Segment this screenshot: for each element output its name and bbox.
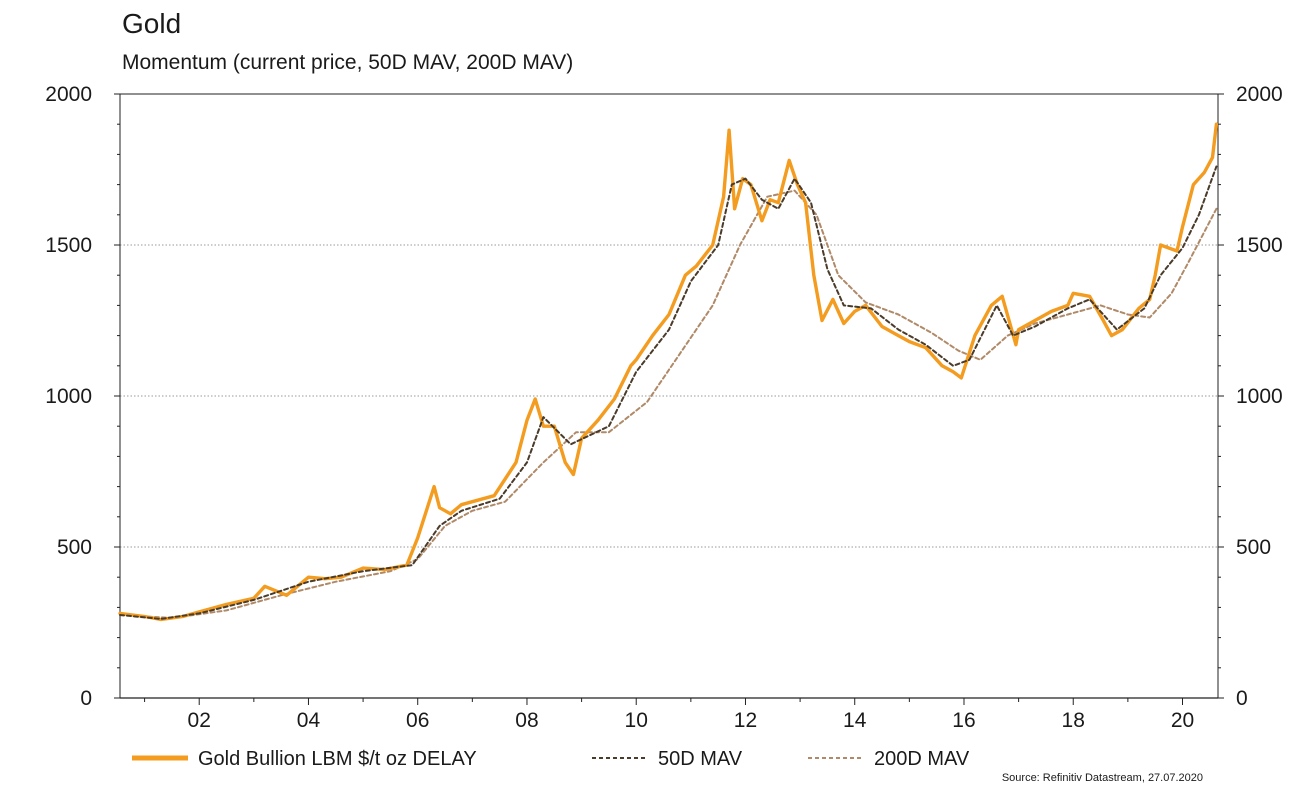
series-group [118,122,1219,622]
y-tick-label-left: 0 [80,687,92,710]
source-note: Source: Refinitiv Datastream, 27.07.2020 [1001,772,1203,784]
legend: Gold Bullion LBM $/t oz DELAY 50D MAV 200D… [132,748,970,770]
legend-label: 50D MAV [658,748,743,770]
x-tick-label: 12 [734,709,757,732]
y-tick-label-right: 1000 [1236,385,1283,408]
gridlines [120,244,1218,548]
x-tick-label: 20 [1171,709,1194,732]
y-tick-label-left: 500 [57,536,92,559]
x-tick-label: 16 [952,709,975,732]
legend-label: 200D MAV [874,748,970,770]
chart-subtitle: Momentum (current price, 50D MAV, 200D M… [122,51,574,74]
y-tick-label-left: 1500 [45,234,92,257]
y-tick-label-right: 500 [1236,536,1271,559]
series-gold-price [118,122,1219,622]
series-200d-mav [119,189,1218,619]
series-50d-mav [119,165,1218,620]
y-tick-label-right: 1500 [1236,234,1283,257]
x-tick-label: 08 [515,709,538,732]
x-tick-label: 14 [843,709,867,732]
x-tick-label: 10 [625,709,648,732]
y-tick-label-right: 0 [1236,687,1248,710]
x-tick-label: 06 [406,709,429,732]
x-tick-label: 02 [188,709,211,732]
x-tick-label: 18 [1062,709,1085,732]
chart-title: Gold [122,8,182,39]
axes: 0 0 500 500 1000 1000 1500 1500 2000 2000 02 04 06 08… [45,83,1282,732]
x-tick-label: 04 [297,709,321,732]
y-tick-label-left: 2000 [45,83,92,106]
y-tick-label-left: 1000 [45,385,92,408]
legend-label: Gold Bullion LBM $/t oz DELAY [198,748,477,770]
y-tick-label-right: 2000 [1236,83,1283,106]
